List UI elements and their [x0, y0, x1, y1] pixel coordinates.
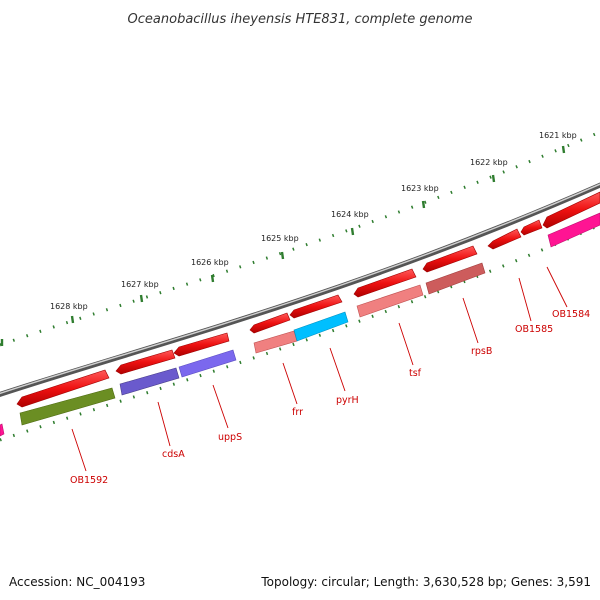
accession-text: Accession: NC_004193 [9, 575, 145, 589]
kbp-ticks: 1628 kbp 1627 kbp 1626 kbp 1625 kbp 1624… [0, 131, 577, 346]
gene-label-cdsA[interactable]: cdsA [162, 449, 185, 460]
gene-arrow[interactable] [353, 268, 417, 298]
feature-block-rpsB[interactable] [425, 262, 486, 295]
kbp-label-1624: 1624 kbp [331, 210, 369, 219]
gene-arrow[interactable] [487, 228, 522, 250]
feature-block-pyrH[interactable] [293, 311, 349, 342]
feature-block-OB1584[interactable] [547, 212, 600, 248]
gene-label-tsf[interactable]: tsf [409, 368, 422, 379]
feature-block-frr[interactable] [253, 330, 298, 354]
kbp-tick: 1623 kbp [401, 184, 439, 209]
kbp-tick: 1622 kbp [470, 158, 508, 183]
gene-label-frr[interactable]: frr [292, 407, 303, 418]
kbp-tick: 1628 kbp [0, 302, 88, 346]
gene-arrow[interactable] [520, 219, 543, 236]
gene-arrow[interactable] [249, 312, 291, 334]
genome-backbone [0, 182, 600, 398]
gene-arrow[interactable] [173, 332, 230, 357]
feature-blocks [0, 212, 600, 437]
kbp-label-1628: 1628 kbp [50, 302, 88, 311]
map-title: Oceanobacillus iheyensis HTE831, complet… [128, 12, 473, 27]
label-leaders [71, 266, 568, 472]
feature-block-tsf[interactable] [356, 284, 424, 318]
gene-arrow[interactable] [542, 191, 600, 229]
kbp-tick: 1625 kbp [261, 234, 299, 260]
kbp-label-1621: 1621 kbp [539, 131, 577, 140]
kbp-tick: 1624 kbp [331, 210, 369, 236]
feature-block-uppS[interactable] [178, 349, 237, 378]
feature-block-OB1592[interactable] [19, 387, 116, 426]
gene-arrow[interactable] [289, 294, 343, 319]
outer-scale [0, 130, 600, 347]
kbp-label-1627: 1627 kbp [121, 280, 159, 289]
kbp-tick: 1627 kbp [121, 280, 159, 303]
topology-text: Topology: circular; Length: 3,630,528 bp… [260, 575, 591, 589]
gene-label-rpsB[interactable]: rpsB [471, 346, 492, 357]
feature-block-cdsA[interactable] [119, 367, 180, 396]
feature-block-edge[interactable] [0, 423, 5, 437]
kbp-tick: 1621 kbp [539, 131, 577, 154]
forward-genes [16, 191, 600, 408]
kbp-label-1625: 1625 kbp [261, 234, 299, 243]
gene-label-uppS[interactable]: uppS [218, 432, 242, 443]
gene-label-OB1592[interactable]: OB1592 [70, 475, 108, 486]
kbp-label-1623: 1623 kbp [401, 184, 439, 193]
gene-labels: OB1592 cdsA uppS frr pyrH tsf rpsB OB158… [70, 309, 590, 486]
inner-scale [0, 223, 600, 442]
gene-arrow[interactable] [422, 245, 478, 273]
kbp-label-1626: 1626 kbp [191, 258, 229, 267]
gene-label-pyrH[interactable]: pyrH [336, 395, 359, 406]
gene-label-OB1585[interactable]: OB1585 [515, 324, 553, 335]
gene-arrow[interactable] [115, 349, 176, 375]
gene-label-OB1584[interactable]: OB1584 [552, 309, 590, 320]
gene-arrow[interactable] [16, 369, 110, 408]
kbp-label-1622: 1622 kbp [470, 158, 508, 167]
kbp-tick: 1626 kbp [191, 258, 229, 283]
